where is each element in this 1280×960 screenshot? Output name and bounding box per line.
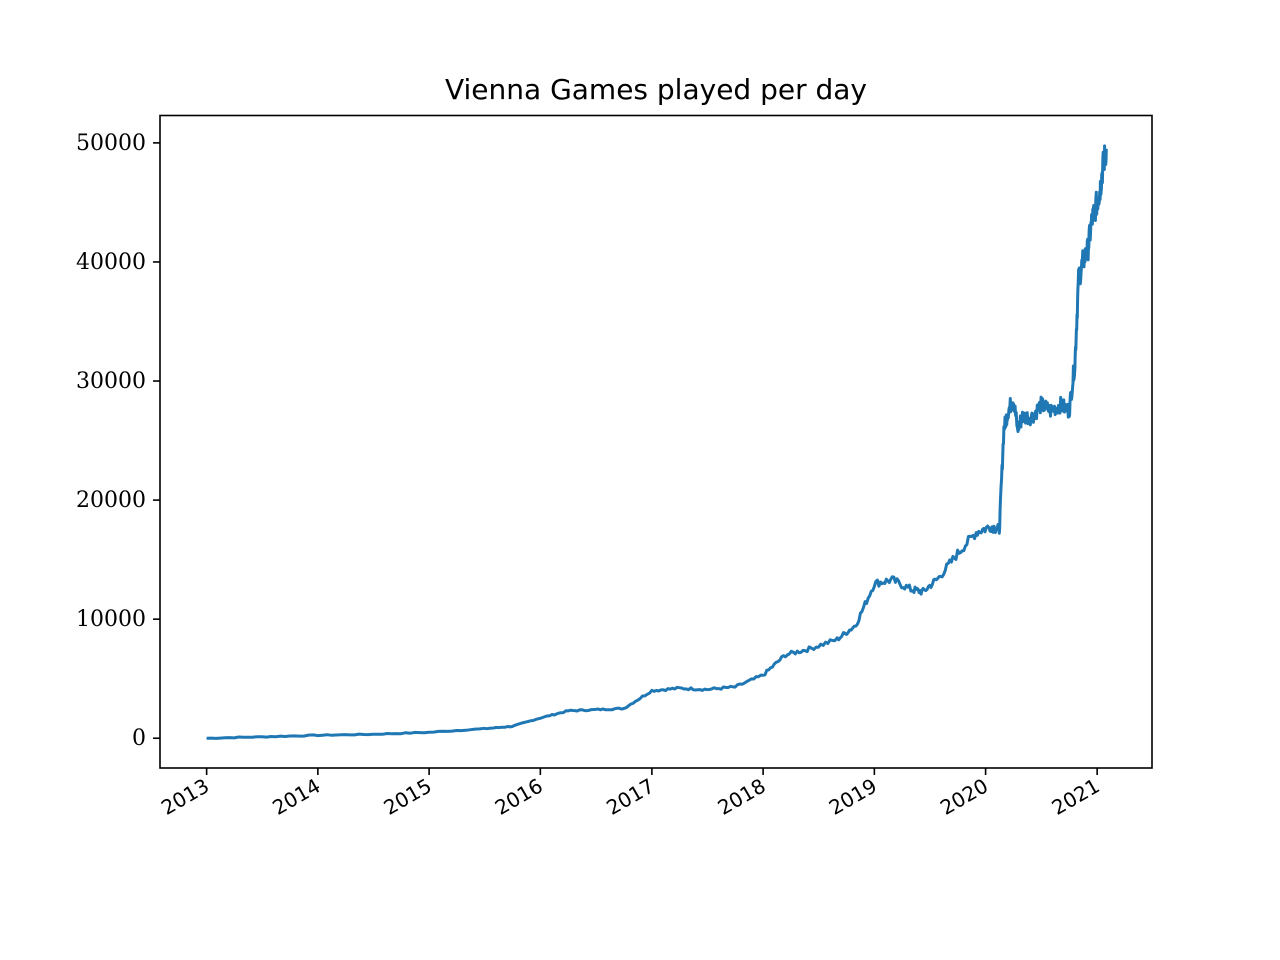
x-tick-label: 2020 <box>936 774 992 820</box>
x-tick-label: 2013 <box>157 774 213 820</box>
x-axis: 2013 2014 2015 2016 2017 2018 2019 2020 2021 <box>157 768 1104 820</box>
y-tick-label: 40000 <box>76 250 146 275</box>
x-tick-label: 2017 <box>602 774 658 820</box>
x-tick-label: 2018 <box>714 774 770 820</box>
y-axis: 0 10000 20000 30000 40000 50000 <box>76 131 160 751</box>
x-tick-label: 2019 <box>825 774 881 820</box>
series-line-0 <box>206 144 1108 740</box>
y-tick-label: 20000 <box>76 488 146 513</box>
x-tick-label: 2016 <box>491 774 547 820</box>
chart-title: Vienna Games played per day <box>445 73 867 106</box>
plot-area <box>206 144 1108 740</box>
y-tick-label: 50000 <box>76 131 146 156</box>
axes-frame <box>159 114 1153 769</box>
y-tick-label: 30000 <box>76 369 146 394</box>
y-tick-label: 10000 <box>76 607 146 632</box>
y-tick-label: 0 <box>132 726 146 751</box>
x-tick-label: 2015 <box>380 774 436 820</box>
x-tick-label: 2014 <box>268 774 324 820</box>
x-tick-label: 2021 <box>1048 774 1104 820</box>
